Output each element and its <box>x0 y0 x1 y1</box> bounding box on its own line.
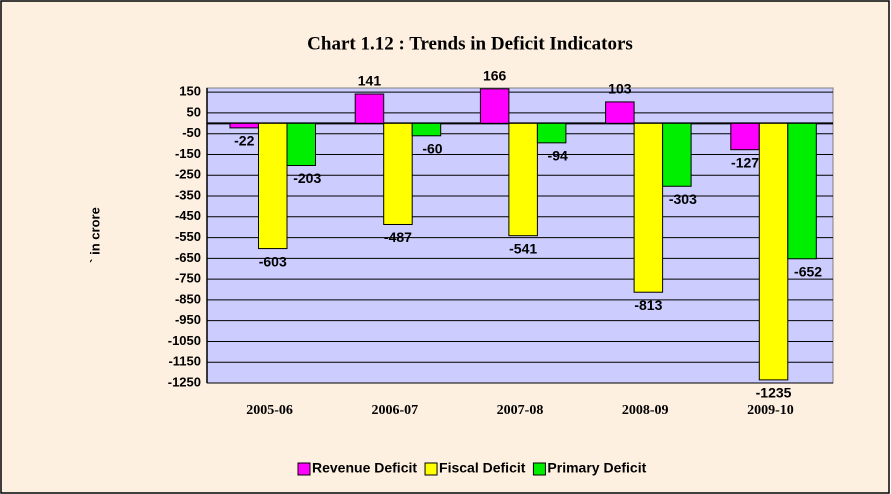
y-tick-label: -150 <box>175 146 201 161</box>
data-label: -487 <box>384 229 412 245</box>
data-label: -603 <box>259 253 287 269</box>
y-tick-label: -850 <box>175 291 201 306</box>
data-label: -1235 <box>756 385 792 401</box>
chart-title: Chart 1.12 : Trends in Deficit Indicator… <box>307 33 633 54</box>
data-label: 141 <box>358 73 382 89</box>
y-tick-label: -1150 <box>168 354 201 369</box>
data-label: -813 <box>634 297 662 313</box>
legend-swatch <box>424 462 438 476</box>
legend-swatch <box>297 462 311 476</box>
y-tick-label: 150 <box>179 84 201 99</box>
data-label: 103 <box>608 81 632 97</box>
y-tick-label: -50 <box>182 125 201 140</box>
x-tick-label: 2006-07 <box>371 403 418 418</box>
y-tick-label: -650 <box>175 250 201 265</box>
x-tick-label: 2007-08 <box>497 403 544 418</box>
data-label: -652 <box>794 263 822 279</box>
y-tick-label: -250 <box>175 167 201 182</box>
data-label: -203 <box>293 170 321 186</box>
data-label: -22 <box>234 133 254 149</box>
y-tick-label: 50 <box>187 104 201 119</box>
data-label: 166 <box>483 68 507 84</box>
bar <box>508 122 538 237</box>
data-label: -60 <box>422 140 442 156</box>
legend-label: Revenue Deficit <box>312 460 417 476</box>
legend-swatch <box>532 462 546 476</box>
bar <box>479 88 510 124</box>
bar <box>633 122 664 293</box>
y-tick-label: -450 <box>175 208 201 223</box>
data-label: -127 <box>731 154 759 170</box>
y-axis-label: ` in crore <box>87 207 102 263</box>
bar <box>286 122 316 166</box>
bar <box>662 122 692 187</box>
y-tick-label: -350 <box>175 187 201 202</box>
data-label: -94 <box>548 148 568 164</box>
legend-label: Primary Deficit <box>547 460 646 476</box>
x-tick-label: 2009-10 <box>747 403 794 418</box>
x-tick-label: 2005-06 <box>246 403 293 418</box>
bar <box>730 122 760 151</box>
bar <box>258 122 288 250</box>
y-tick-label: -550 <box>175 229 201 244</box>
bar <box>605 101 635 124</box>
bar <box>354 93 385 124</box>
y-tick-label: -950 <box>175 312 201 327</box>
data-label: -303 <box>669 191 697 207</box>
bar <box>787 122 817 260</box>
y-tick-label: -1050 <box>168 333 201 348</box>
y-tick-label: -1250 <box>168 374 201 389</box>
bar <box>229 122 259 129</box>
legend-label: Fiscal Deficit <box>439 460 526 476</box>
bar <box>383 122 413 225</box>
bar <box>411 122 442 137</box>
x-tick-label: 2008-09 <box>622 403 669 418</box>
bar <box>758 122 789 381</box>
bar <box>536 122 567 144</box>
y-tick-label: -750 <box>175 271 201 286</box>
data-label: -541 <box>509 240 537 256</box>
